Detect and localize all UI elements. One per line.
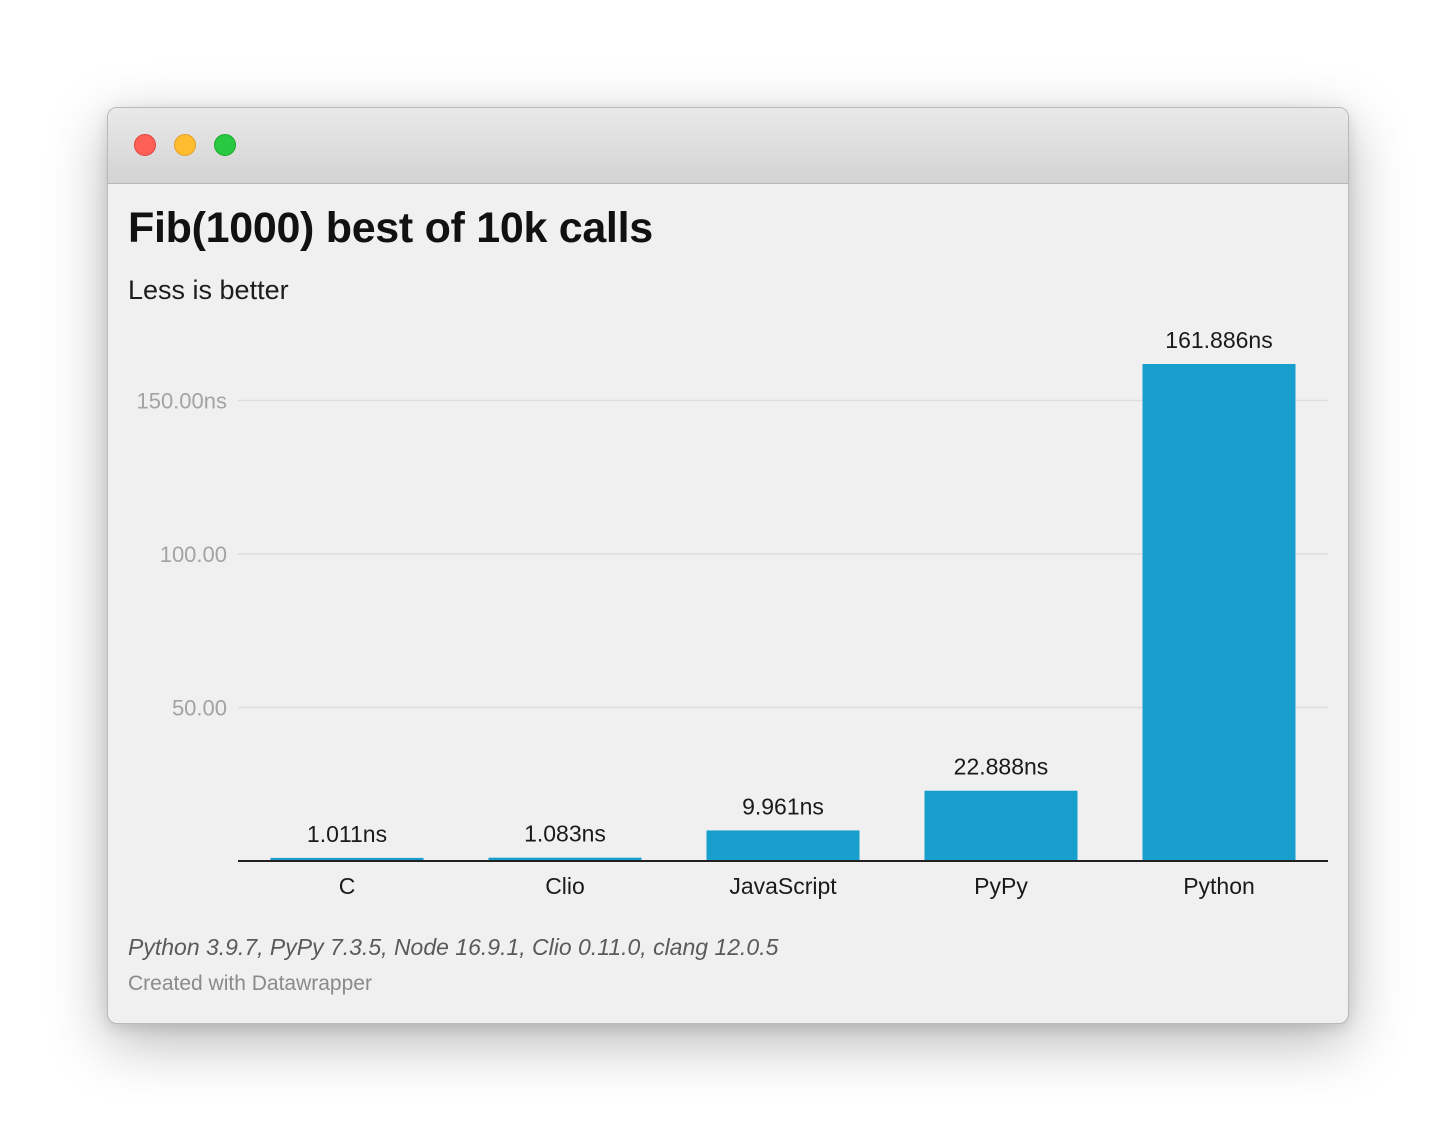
data-label: 1.083ns bbox=[524, 821, 606, 847]
close-dot-icon[interactable] bbox=[134, 134, 156, 156]
x-tick-label: Python bbox=[1183, 873, 1255, 899]
bar bbox=[488, 857, 642, 861]
minimize-dot-icon[interactable] bbox=[174, 134, 196, 156]
bar-chart: 150.00ns 100.00 50.00 1.011ns C 1.083ns Clio 9.… bbox=[136, 325, 1328, 899]
x-tick-label: Clio bbox=[545, 873, 585, 899]
x-tick-label: PyPy bbox=[974, 873, 1028, 899]
data-label: 1.011ns bbox=[307, 821, 387, 847]
chart-credit: Created with Datawrapper bbox=[128, 972, 372, 995]
chart-subtitle: Less is better bbox=[128, 275, 289, 305]
x-tick-label: C bbox=[339, 873, 356, 899]
data-label: 22.888ns bbox=[954, 754, 1049, 780]
window-titlebar[interactable] bbox=[108, 108, 1348, 184]
y-tick-label: 50.00 bbox=[172, 696, 227, 721]
bar bbox=[706, 830, 860, 861]
bar bbox=[924, 790, 1078, 861]
bar bbox=[1142, 364, 1296, 861]
bar bbox=[270, 857, 424, 861]
x-tick-label: JavaScript bbox=[729, 873, 837, 899]
chart-title: Fib(1000) best of 10k calls bbox=[128, 204, 653, 252]
data-label: 9.961ns bbox=[742, 793, 824, 819]
zoom-dot-icon[interactable] bbox=[214, 134, 236, 156]
y-tick-label: 150.00ns bbox=[136, 389, 227, 414]
y-tick-label: 100.00 bbox=[160, 542, 227, 567]
data-label: 161.886ns bbox=[1165, 327, 1272, 353]
chart-notes: Python 3.9.7, PyPy 7.3.5, Node 16.9.1, C… bbox=[128, 934, 779, 960]
app-window: Fib(1000) best of 10k calls Less is bett… bbox=[107, 107, 1349, 1024]
